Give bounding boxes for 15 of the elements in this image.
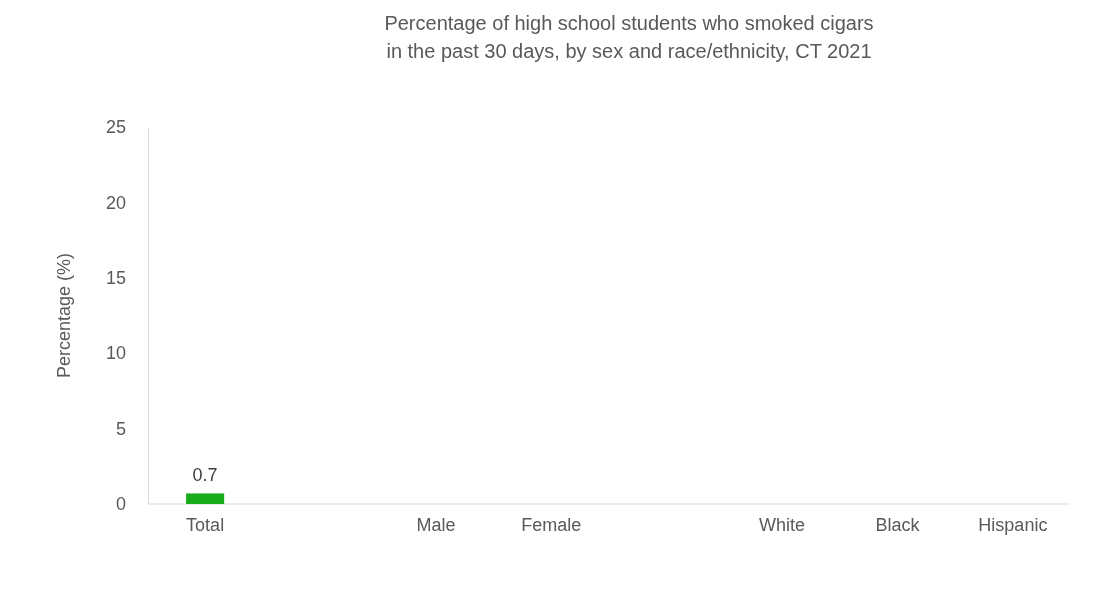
y-tick-label: 25: [105, 117, 126, 138]
x-tick-label: Total: [186, 514, 225, 535]
y-tick-label: 5: [115, 418, 126, 439]
x-tick-label: Female: [521, 514, 582, 535]
x-tick-label: Hispanic: [978, 514, 1048, 535]
y-tick-label: 10: [105, 343, 126, 364]
x-tick-label: White: [759, 514, 806, 535]
data-label: 0.7: [192, 465, 218, 486]
x-tick-label: Male: [416, 514, 456, 535]
y-tick-label: 0: [115, 494, 126, 515]
y-tick-label: 15: [105, 268, 126, 289]
x-tick-label: Black: [875, 514, 921, 535]
chart-title: Percentage of high school students who smoked cigars in the past 30 days, by sex and race/ethnicity, CT 2021: [384, 12, 874, 62]
y-axis-title: Percentage (%): [54, 252, 74, 379]
y-tick-label: 20: [105, 192, 126, 213]
